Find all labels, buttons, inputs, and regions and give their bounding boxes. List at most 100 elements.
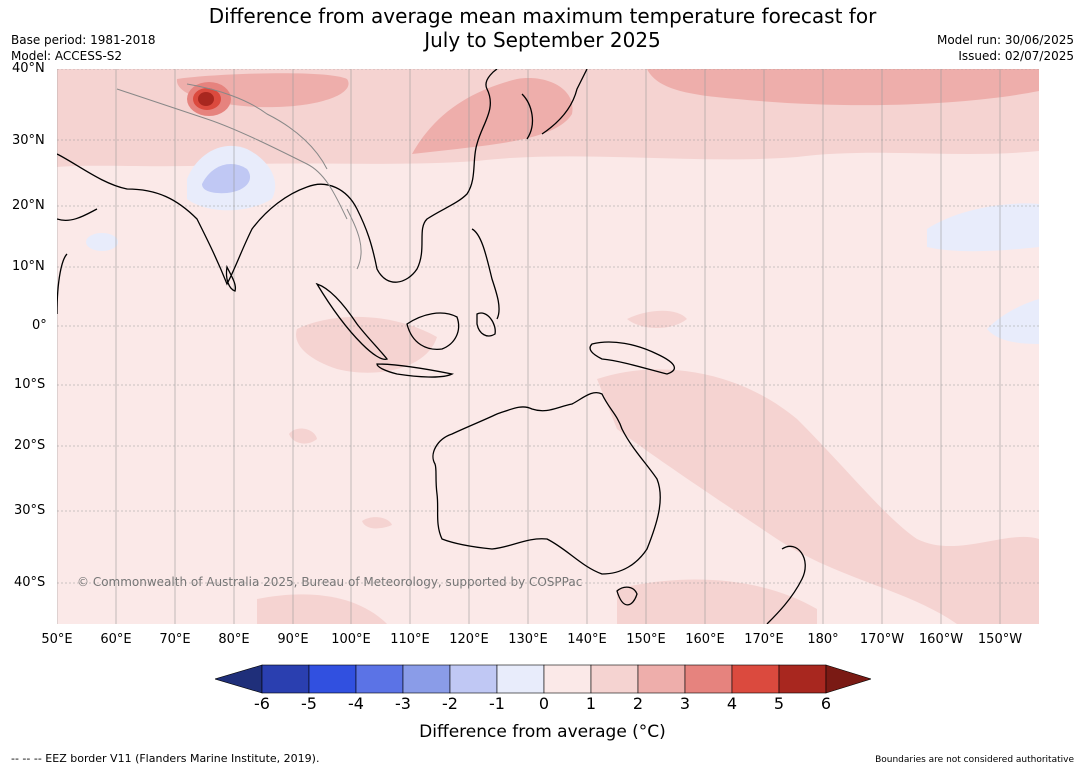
colorbar-arrow-low xyxy=(215,664,263,694)
colorbar-tick-label: -3 xyxy=(395,694,411,713)
anomaly-patch-1 xyxy=(289,428,317,444)
colorbar-swatch xyxy=(402,664,451,694)
colorbar-swatch xyxy=(731,664,780,694)
graticule xyxy=(57,69,1039,624)
new-zealand-coastline xyxy=(766,545,806,624)
lon-label-50e: 50°E xyxy=(41,632,73,647)
meta-left: Base period: 1981-2018 Model: ACCESS-S2 xyxy=(11,32,156,64)
anomaly-png xyxy=(627,310,687,328)
tasmania-coastline xyxy=(616,586,638,606)
borneo-coastline xyxy=(406,312,460,350)
title-line-2: July to September 2025 xyxy=(424,28,661,52)
colorbar-swatch xyxy=(496,664,545,694)
asia-coastline xyxy=(57,69,498,286)
colorbar-swatch xyxy=(261,664,310,694)
colorbar-tick-label: 6 xyxy=(820,694,832,713)
arabia-coastline xyxy=(57,208,98,221)
colorbar xyxy=(215,664,871,694)
colorbar-tick-label: 1 xyxy=(585,694,597,713)
colorbar-tick-label: 0 xyxy=(538,694,550,713)
lon-label-110e: 110°E xyxy=(390,632,430,647)
title-line-1: Difference from average mean maximum tem… xyxy=(208,4,877,28)
lon-label-140e: 140°E xyxy=(567,632,607,647)
colorbar-title: Difference from average (°C) xyxy=(419,722,666,742)
anomaly-south-west xyxy=(257,594,387,624)
lon-label-60e: 60°E xyxy=(100,632,132,647)
anomaly-cool-india-core xyxy=(202,164,251,194)
eez-border-note: -- -- -- EEZ border V11 (Flanders Marine… xyxy=(11,752,320,765)
anomaly-cool-arabian xyxy=(86,233,118,251)
lat-label-0: 0° xyxy=(32,318,47,333)
lon-label-160w: 160°W xyxy=(918,632,964,647)
lat-label-40n: 40°N xyxy=(12,61,45,76)
lon-label-130e: 130°E xyxy=(508,632,548,647)
anomaly-hotspot-core xyxy=(198,92,214,106)
border-line-1 xyxy=(116,88,348,220)
sumatra-coastline xyxy=(315,282,389,360)
forecast-map xyxy=(57,69,1039,624)
colorbar-tick-label: -2 xyxy=(442,694,458,713)
lat-label-40s: 40°S xyxy=(14,575,46,590)
map-title: Difference from average mean maximum tem… xyxy=(0,4,1085,52)
lon-label-150w: 150°W xyxy=(977,632,1023,647)
lat-label-20s: 20°S xyxy=(14,438,46,453)
africa-coastline xyxy=(57,253,68,315)
anomaly-patch-2 xyxy=(362,517,392,529)
country-borders xyxy=(116,83,362,270)
colorbar-tick-label: 3 xyxy=(679,694,691,713)
colorbar-swatch xyxy=(308,664,357,694)
coastlines xyxy=(57,69,806,624)
border-line-3 xyxy=(346,208,362,270)
lon-label-180: 180° xyxy=(807,632,839,647)
colorbar-tick-label: 5 xyxy=(773,694,785,713)
lon-label-120e: 120°E xyxy=(449,632,489,647)
colorbar-tick-label: -6 xyxy=(254,694,270,713)
anomaly-south xyxy=(617,579,817,624)
lon-label-170e: 170°E xyxy=(744,632,784,647)
anomaly-cool-pacific xyxy=(927,203,1039,252)
lat-label-10n: 10°N xyxy=(12,259,45,274)
colorbar-swatch xyxy=(355,664,404,694)
colorbar-swatch xyxy=(637,664,686,694)
philippines-coastline xyxy=(471,228,500,320)
lon-label-160e: 160°E xyxy=(685,632,725,647)
model-run: Model run: 30/06/2025 xyxy=(936,33,1074,47)
colorbar-swatch xyxy=(543,664,592,694)
colorbar-tick-label: -5 xyxy=(301,694,317,713)
new-guinea-coastline xyxy=(589,341,676,375)
anomaly-china xyxy=(412,78,573,154)
lat-label-20n: 20°N xyxy=(12,198,45,213)
colorbar-swatch xyxy=(590,664,639,694)
colorbar-swatch xyxy=(684,664,733,694)
sri-lanka-coastline xyxy=(225,264,237,292)
lat-label-30n: 30°N xyxy=(12,133,45,148)
colorbar-tick-label: -1 xyxy=(489,694,505,713)
lon-label-100e: 100°E xyxy=(331,632,371,647)
lat-label-30s: 30°S xyxy=(14,503,46,518)
copyright-notice: © Commonwealth of Australia 2025, Bureau… xyxy=(77,575,583,589)
meta-right: Model run: 30/06/2025 Issued: 02/07/2025 xyxy=(937,32,1074,64)
lon-label-90e: 90°E xyxy=(277,632,309,647)
korea-coastline xyxy=(521,93,534,140)
australia-coastline xyxy=(432,392,661,575)
japan-coastline xyxy=(541,69,588,135)
colorbar-tick-label: 2 xyxy=(632,694,644,713)
sulawesi-coastline xyxy=(476,312,496,337)
model-name: Model: ACCESS-S2 xyxy=(11,49,123,63)
java-coastline xyxy=(376,363,454,378)
lon-label-170w: 170°W xyxy=(859,632,905,647)
lon-label-80e: 80°E xyxy=(218,632,250,647)
colorbar-arrow-high xyxy=(825,664,871,694)
colorbar-tick-label: 4 xyxy=(726,694,738,713)
lon-label-150e: 150°E xyxy=(626,632,666,647)
boundaries-disclaimer: Boundaries are not considered authoritat… xyxy=(875,755,1074,765)
colorbar-swatches xyxy=(215,664,871,694)
anomaly-coral-sea xyxy=(597,369,1039,624)
colorbar-swatch xyxy=(449,664,498,694)
anomaly-indian-ocean xyxy=(296,316,437,373)
colorbar-swatch xyxy=(778,664,827,694)
issued-date: Issued: 02/07/2025 xyxy=(958,49,1074,63)
colorbar-tick-label: -4 xyxy=(348,694,364,713)
border-line-2 xyxy=(186,83,328,170)
lon-label-70e: 70°E xyxy=(159,632,191,647)
